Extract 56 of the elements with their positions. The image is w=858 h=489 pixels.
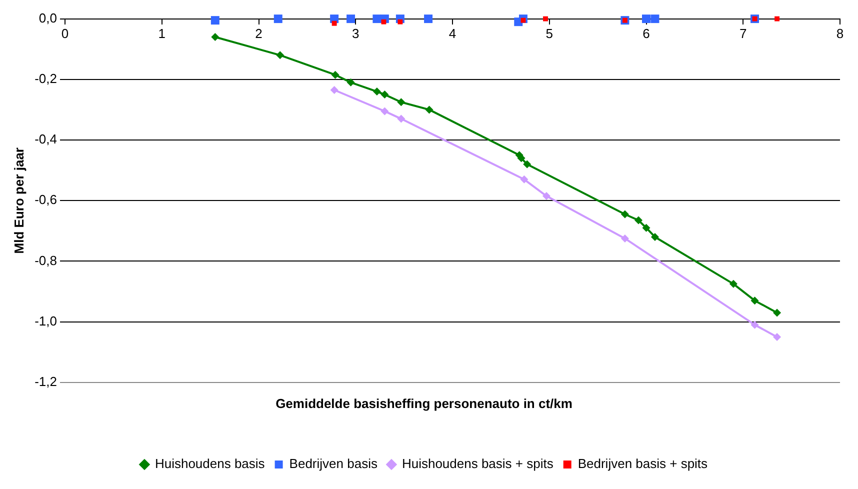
point: [620, 234, 629, 242]
point: [210, 16, 220, 25]
point: [542, 192, 550, 200]
point: [543, 16, 548, 22]
point: [774, 16, 780, 22]
y-tick-label: -0,6: [34, 192, 57, 208]
point: [523, 160, 532, 168]
point: [634, 216, 642, 224]
point: [397, 114, 406, 123]
point: [211, 32, 220, 41]
point: [650, 232, 659, 241]
legend-label: Huishoudens basis + spits: [402, 456, 554, 472]
point: [276, 51, 284, 60]
legend-label: Bedrijven basis + spits: [578, 456, 708, 472]
point: [424, 14, 433, 24]
point: [729, 280, 738, 288]
x-tick-label: 6: [642, 26, 650, 42]
x-tick-label: 8: [836, 26, 844, 42]
point: [520, 175, 528, 184]
legend-label: Huishoudens basis: [154, 456, 266, 472]
point: [274, 14, 282, 24]
y-tick-label: -0,8: [34, 252, 57, 268]
y-tick-label: -1,2: [34, 374, 57, 389]
x-axis-title: Gemiddelde basisheffing personenauto in ct/km: [276, 396, 572, 411]
x-tick-label: 5: [546, 26, 553, 42]
point: [372, 14, 382, 24]
point: [380, 107, 389, 116]
point: [346, 14, 356, 24]
point: [346, 78, 355, 86]
x-tick-label: 1: [158, 26, 166, 42]
point: [650, 14, 660, 24]
x-tick-label: 3: [352, 26, 360, 42]
point: [642, 224, 650, 232]
point: [330, 86, 338, 94]
y-tick-label: 0,0: [38, 10, 57, 26]
point: [331, 70, 340, 79]
x-tick-label: 4: [448, 26, 456, 42]
x-tick-label: 0: [61, 26, 69, 42]
point: [425, 106, 434, 114]
point: [750, 320, 759, 329]
point: [397, 98, 406, 106]
point: [620, 210, 629, 218]
legend-label: Bedrijven basis: [289, 456, 378, 472]
y-tick-label: -1,0: [34, 313, 57, 328]
point: [750, 296, 759, 305]
y-axis-title: Mld Euro per jaar: [11, 148, 26, 254]
point: [773, 308, 782, 317]
y-tick-label: -0,2: [34, 70, 57, 86]
point: [332, 20, 337, 26]
x-tick-label: 2: [255, 26, 262, 42]
point: [773, 332, 782, 341]
point: [372, 88, 381, 96]
point: [642, 14, 650, 24]
point: [380, 90, 389, 99]
y-tick-label: -0,4: [34, 132, 57, 147]
x-tick-label: 7: [740, 26, 747, 42]
